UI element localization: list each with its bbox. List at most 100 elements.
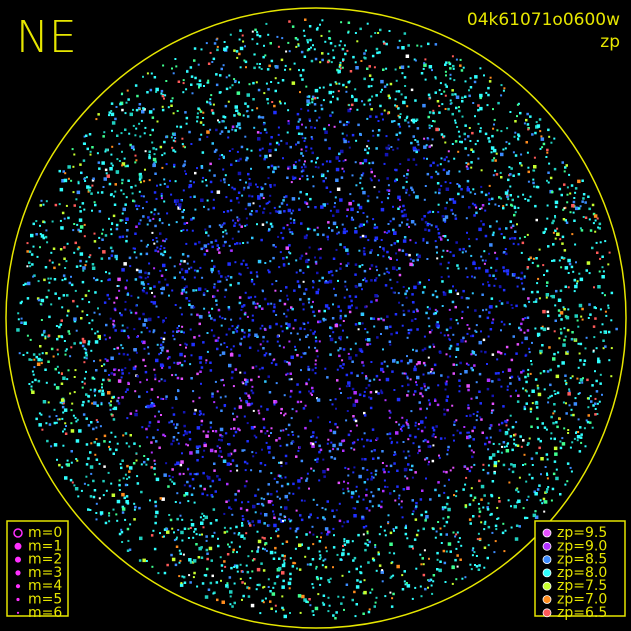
- star: [53, 266, 56, 270]
- star: [567, 286, 570, 289]
- star: [516, 115, 518, 118]
- star: [436, 551, 439, 555]
- star: [235, 464, 239, 467]
- star: [264, 54, 267, 57]
- star: [568, 404, 571, 407]
- star: [430, 368, 434, 371]
- star: [223, 560, 226, 563]
- star: [104, 358, 107, 361]
- star: [601, 393, 603, 396]
- star: [456, 343, 459, 346]
- star: [48, 259, 51, 262]
- star: [156, 240, 159, 243]
- star: [227, 499, 230, 502]
- star: [472, 150, 475, 153]
- star: [314, 166, 317, 168]
- star: [200, 382, 202, 385]
- star: [213, 265, 216, 268]
- star: [348, 146, 351, 149]
- star: [335, 82, 338, 85]
- star: [95, 458, 99, 461]
- star: [247, 335, 250, 338]
- star: [371, 129, 374, 132]
- star: [110, 482, 113, 485]
- star: [163, 571, 167, 575]
- star: [352, 218, 355, 221]
- star: [434, 91, 437, 94]
- star: [205, 535, 208, 538]
- star: [273, 523, 277, 528]
- star: [260, 186, 263, 189]
- star: [379, 90, 382, 93]
- star: [73, 484, 76, 487]
- star: [542, 231, 546, 234]
- star: [289, 252, 292, 255]
- star: [119, 380, 121, 383]
- star: [605, 314, 608, 317]
- star: [98, 313, 101, 316]
- star: [391, 120, 394, 123]
- star: [251, 570, 254, 573]
- star: [263, 297, 267, 301]
- star: [422, 527, 425, 531]
- star: [251, 385, 254, 388]
- star: [123, 157, 126, 160]
- star: [324, 565, 328, 569]
- star: [270, 500, 273, 503]
- star: [44, 337, 47, 340]
- star: [473, 203, 477, 207]
- star: [127, 335, 130, 337]
- star: [124, 473, 127, 476]
- star: [566, 201, 569, 204]
- star: [329, 429, 332, 432]
- star: [342, 329, 344, 332]
- star: [106, 293, 109, 297]
- star: [55, 386, 60, 390]
- star: [260, 502, 264, 506]
- star: [491, 480, 495, 483]
- star: [469, 191, 472, 194]
- star: [568, 388, 571, 391]
- star: [469, 414, 472, 417]
- star: [335, 167, 340, 172]
- star: [425, 457, 429, 460]
- star: [410, 220, 415, 224]
- star: [108, 114, 110, 117]
- star: [174, 140, 177, 143]
- star: [206, 494, 209, 497]
- star: [159, 232, 162, 235]
- star: [422, 563, 425, 566]
- star: [510, 358, 514, 362]
- star: [310, 305, 313, 309]
- star: [377, 504, 381, 507]
- star: [595, 241, 598, 244]
- star: [241, 518, 245, 521]
- star: [153, 285, 156, 288]
- star: [470, 466, 473, 469]
- star: [533, 185, 535, 188]
- star: [121, 511, 125, 514]
- star: [241, 570, 244, 573]
- star: [26, 265, 29, 268]
- star: [414, 471, 417, 474]
- star: [300, 148, 303, 151]
- star: [132, 124, 135, 127]
- star: [276, 481, 279, 484]
- star: [184, 160, 187, 163]
- star: [348, 104, 351, 107]
- star: [119, 102, 122, 106]
- star: [133, 251, 136, 254]
- star: [268, 149, 272, 153]
- star: [138, 559, 142, 562]
- star: [346, 410, 349, 412]
- star: [193, 501, 196, 504]
- star: [344, 314, 347, 318]
- star: [311, 368, 314, 372]
- star: [398, 248, 401, 252]
- star: [230, 163, 233, 166]
- star: [196, 269, 199, 273]
- star: [336, 447, 339, 451]
- star: [403, 32, 407, 35]
- star: [482, 463, 485, 466]
- star: [347, 490, 350, 493]
